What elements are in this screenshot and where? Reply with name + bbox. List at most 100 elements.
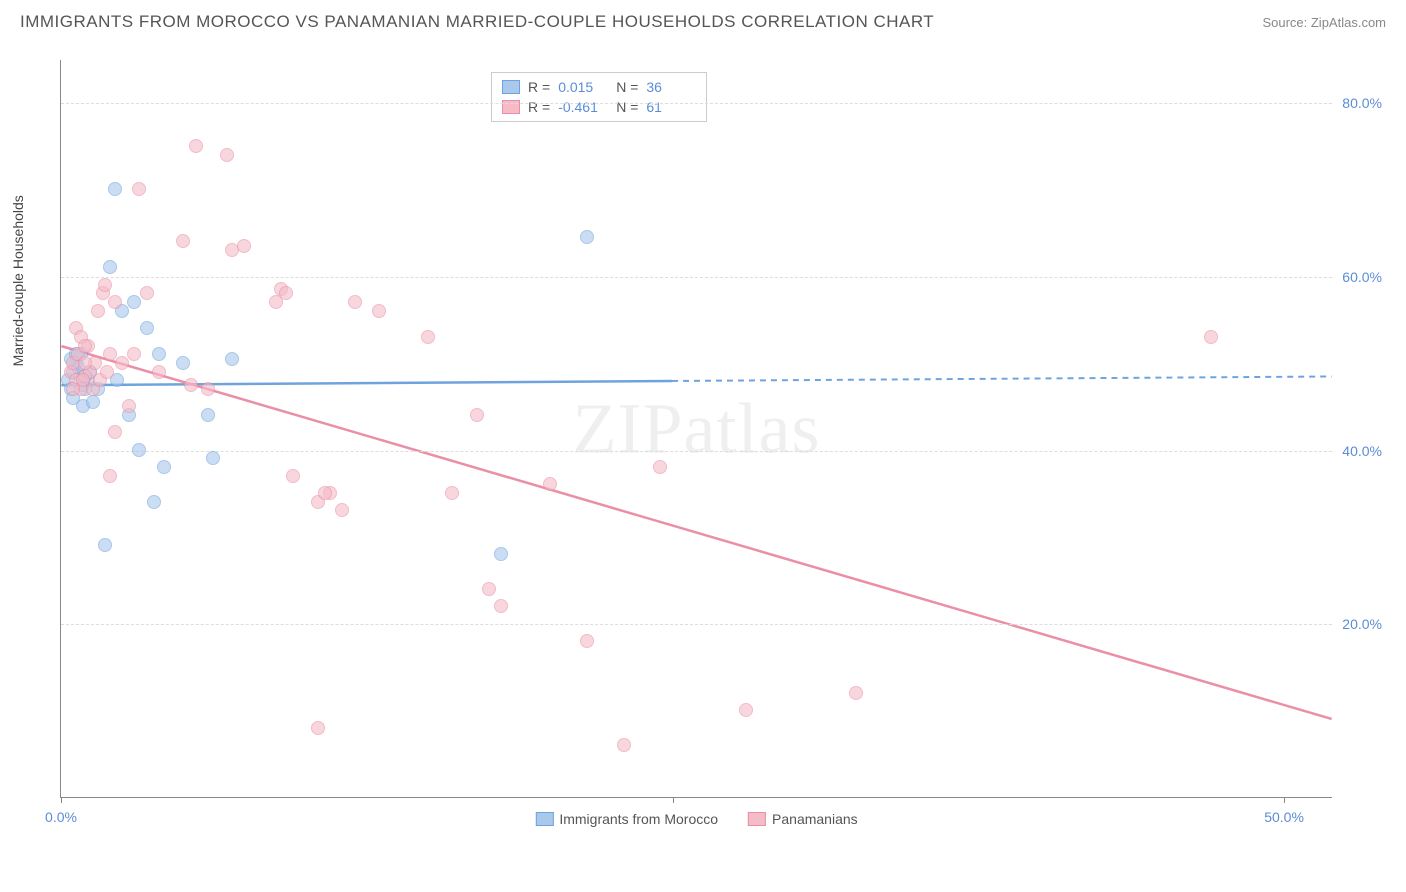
scatter-point bbox=[543, 477, 557, 491]
grid-line bbox=[61, 451, 1332, 452]
scatter-point bbox=[78, 339, 92, 353]
stats-r-label-1: R = bbox=[528, 99, 550, 115]
scatter-point bbox=[189, 139, 203, 153]
y-axis-title: Married-couple Households bbox=[10, 195, 26, 366]
scatter-point bbox=[318, 486, 332, 500]
scatter-point bbox=[78, 356, 92, 370]
scatter-point bbox=[421, 330, 435, 344]
x-tick-label: 50.0% bbox=[1264, 809, 1304, 825]
x-tick bbox=[673, 797, 674, 803]
scatter-point bbox=[445, 486, 459, 500]
scatter-point bbox=[1204, 330, 1218, 344]
stats-r-label-0: R = bbox=[528, 79, 550, 95]
legend-swatch-1 bbox=[748, 812, 766, 826]
x-tick bbox=[1284, 797, 1285, 803]
scatter-point bbox=[115, 356, 129, 370]
scatter-point bbox=[140, 286, 154, 300]
chart-source: Source: ZipAtlas.com bbox=[1262, 15, 1386, 30]
scatter-point bbox=[286, 469, 300, 483]
scatter-point bbox=[176, 356, 190, 370]
y-tick-label: 60.0% bbox=[1342, 269, 1382, 285]
chart-container: Married-couple Households ZIPatlas R = 0… bbox=[48, 50, 1384, 838]
y-tick-label: 40.0% bbox=[1342, 443, 1382, 459]
scatter-point bbox=[372, 304, 386, 318]
stats-n-value-0: 36 bbox=[646, 79, 696, 95]
scatter-point bbox=[98, 538, 112, 552]
scatter-point bbox=[482, 582, 496, 596]
scatter-point bbox=[152, 365, 166, 379]
trend-line-solid bbox=[61, 346, 1331, 719]
scatter-point bbox=[108, 425, 122, 439]
scatter-point bbox=[91, 304, 105, 318]
chart-title: IMMIGRANTS FROM MOROCCO VS PANAMANIAN MA… bbox=[20, 12, 934, 32]
trend-lines-layer bbox=[61, 60, 1332, 797]
scatter-point bbox=[132, 182, 146, 196]
legend-label-1: Panamanians bbox=[772, 811, 858, 827]
stats-box: R = 0.015 N = 36 R = -0.461 N = 61 bbox=[491, 72, 707, 122]
scatter-point bbox=[152, 347, 166, 361]
scatter-point bbox=[100, 365, 114, 379]
scatter-point bbox=[147, 495, 161, 509]
legend-item-0: Immigrants from Morocco bbox=[535, 811, 718, 827]
scatter-point bbox=[206, 451, 220, 465]
stats-n-label-1: N = bbox=[616, 99, 638, 115]
scatter-point bbox=[98, 278, 112, 292]
x-tick-label: 0.0% bbox=[45, 809, 77, 825]
scatter-point bbox=[108, 295, 122, 309]
scatter-point bbox=[739, 703, 753, 717]
scatter-point bbox=[103, 469, 117, 483]
x-tick bbox=[61, 797, 62, 803]
trend-line-dashed bbox=[672, 376, 1332, 381]
watermark: ZIPatlas bbox=[573, 387, 821, 470]
scatter-point bbox=[494, 547, 508, 561]
stats-r-value-1: -0.461 bbox=[558, 99, 608, 115]
scatter-point bbox=[86, 395, 100, 409]
grid-line bbox=[61, 103, 1332, 104]
y-tick-label: 20.0% bbox=[1342, 616, 1382, 632]
scatter-point bbox=[580, 634, 594, 648]
stats-row-0: R = 0.015 N = 36 bbox=[502, 77, 696, 97]
stats-n-value-1: 61 bbox=[646, 99, 696, 115]
scatter-point bbox=[849, 686, 863, 700]
scatter-point bbox=[335, 503, 349, 517]
scatter-point bbox=[225, 352, 239, 366]
legend-item-1: Panamanians bbox=[748, 811, 858, 827]
scatter-point bbox=[66, 382, 80, 396]
scatter-point bbox=[201, 382, 215, 396]
scatter-point bbox=[311, 721, 325, 735]
grid-line bbox=[61, 277, 1332, 278]
scatter-point bbox=[108, 182, 122, 196]
scatter-point bbox=[220, 148, 234, 162]
scatter-point bbox=[470, 408, 484, 422]
stats-r-value-0: 0.015 bbox=[558, 79, 608, 95]
legend-label-0: Immigrants from Morocco bbox=[559, 811, 718, 827]
scatter-point bbox=[237, 239, 251, 253]
scatter-point bbox=[348, 295, 362, 309]
scatter-point bbox=[653, 460, 667, 474]
scatter-point bbox=[122, 399, 136, 413]
scatter-point bbox=[157, 460, 171, 474]
scatter-point bbox=[176, 234, 190, 248]
stats-swatch-0 bbox=[502, 80, 520, 94]
scatter-point bbox=[201, 408, 215, 422]
scatter-point bbox=[132, 443, 146, 457]
trend-line-solid bbox=[61, 381, 672, 385]
scatter-point bbox=[279, 286, 293, 300]
legend-swatch-0 bbox=[535, 812, 553, 826]
scatter-point bbox=[127, 295, 141, 309]
scatter-point bbox=[184, 378, 198, 392]
grid-line bbox=[61, 624, 1332, 625]
scatter-point bbox=[494, 599, 508, 613]
bottom-legend: Immigrants from Morocco Panamanians bbox=[535, 811, 857, 827]
stats-n-label-0: N = bbox=[616, 79, 638, 95]
scatter-point bbox=[617, 738, 631, 752]
chart-header: IMMIGRANTS FROM MOROCCO VS PANAMANIAN MA… bbox=[0, 0, 1406, 40]
scatter-point bbox=[580, 230, 594, 244]
scatter-point bbox=[103, 260, 117, 274]
stats-row-1: R = -0.461 N = 61 bbox=[502, 97, 696, 117]
plot-area: ZIPatlas R = 0.015 N = 36 R = -0.461 N =… bbox=[60, 60, 1332, 798]
y-tick-label: 80.0% bbox=[1342, 95, 1382, 111]
scatter-point bbox=[140, 321, 154, 335]
stats-swatch-1 bbox=[502, 100, 520, 114]
scatter-point bbox=[127, 347, 141, 361]
